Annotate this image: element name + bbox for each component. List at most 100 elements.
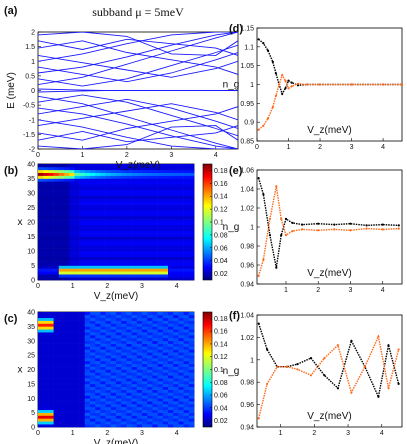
heatmap-cell (136, 251, 143, 255)
heatmap-cell (58, 230, 65, 234)
heatmap-cell (90, 406, 96, 411)
heatmap-cell (69, 251, 75, 255)
heatmap-cell (69, 337, 75, 342)
heatmap-cell (90, 335, 96, 339)
heatmap-cell (173, 239, 179, 243)
heatmap-cell (79, 386, 86, 390)
heatmap-cell (183, 253, 190, 258)
heatmap-cell (116, 386, 122, 390)
heatmap-cell (126, 233, 132, 237)
heatmap-cell (188, 415, 195, 419)
heatmap-cell (142, 392, 148, 396)
heatmap-cell (173, 375, 179, 379)
heatmap-cell (131, 332, 138, 336)
heatmap-cell (183, 195, 190, 200)
heatmap-cell (38, 395, 44, 399)
heatmap-cell (53, 352, 60, 356)
heatmap-cell (147, 332, 153, 336)
heatmap-cell (105, 236, 112, 240)
heatmap-cell (168, 406, 174, 411)
y-tick-label-a: -2 (29, 147, 35, 154)
heatmap-cell (173, 398, 179, 402)
heatmap-cell (90, 268, 96, 272)
heatmap-cell (95, 375, 101, 379)
heatmap-cell (53, 222, 60, 226)
series-point-orange (257, 128, 260, 131)
heatmap-cell (74, 418, 80, 422)
heatmap-cell (183, 187, 190, 191)
heatmap-cell (58, 210, 65, 214)
heatmap-cell (188, 340, 195, 344)
heatmap-cell (162, 239, 169, 243)
heatmap-cell (58, 369, 65, 373)
series-point-black (333, 223, 336, 226)
series-point-black (257, 38, 260, 41)
heatmap-cell (105, 277, 112, 281)
heatmap-cell (121, 242, 127, 246)
heatmap-cell (162, 251, 169, 255)
heatmap-cell (126, 335, 132, 339)
heatmap-cell (43, 190, 49, 194)
heatmap-cell (110, 395, 117, 399)
heatmap-cell (100, 355, 106, 359)
band-curve (38, 125, 238, 149)
heatmap-cell (162, 172, 169, 176)
heatmap-cell (136, 190, 143, 194)
heatmap-cell (38, 366, 44, 370)
heatmap-cell (126, 227, 132, 231)
heatmap-cell (183, 277, 190, 281)
heatmap-cell (84, 424, 91, 428)
heatmap-cell (168, 210, 174, 214)
heatmap-cell (69, 274, 75, 278)
heatmap-cell (183, 239, 190, 243)
heatmap-cell (168, 190, 174, 194)
heatmap-cell (188, 389, 195, 393)
heatmap-cell (84, 195, 91, 200)
heatmap-cell (110, 317, 117, 321)
heatmap-cell (147, 418, 153, 422)
heatmap-cell (178, 248, 184, 252)
heatmap-cell (162, 169, 169, 173)
heatmap-cell (142, 207, 148, 211)
heatmap-cell (157, 346, 164, 350)
series-point-black (365, 224, 368, 227)
heatmap-cell (74, 415, 80, 419)
heatmap-cell (152, 363, 158, 367)
heatmap-cell (178, 184, 184, 188)
heatmap-cell (95, 358, 101, 362)
heatmap-cell (142, 326, 148, 330)
heatmap-cell (64, 392, 70, 396)
heatmap-cell (178, 358, 184, 362)
series-point-orange (323, 357, 326, 360)
series-point-black (284, 87, 287, 90)
heatmap-cell (131, 210, 138, 214)
heatmap-cell (178, 245, 184, 249)
heatmap-cell (84, 181, 91, 185)
heatmap-cell (136, 389, 143, 393)
heatmap-cell (162, 190, 169, 194)
heatmap-cell (131, 398, 138, 402)
heatmap-cell (105, 401, 112, 405)
heatmap-cell (58, 349, 65, 353)
heatmap-cell (64, 256, 70, 260)
heatmap-cell (126, 256, 132, 260)
x-tick-label-d: 4 (381, 144, 385, 151)
heatmap-cell (178, 320, 184, 324)
heatmap-cell (38, 195, 44, 200)
heatmap-cell (69, 216, 75, 220)
heatmap-cell (152, 323, 158, 327)
heatmap-cell (168, 262, 174, 266)
heatmap-cell (178, 169, 184, 173)
heatmap-cell (90, 323, 96, 327)
heatmap-cell (173, 372, 179, 376)
heatmap-cell (69, 210, 75, 214)
heatmap-cell (74, 265, 80, 269)
heatmap-cell (105, 164, 112, 168)
heatmap-cell (178, 398, 184, 402)
heatmap-cell (110, 323, 117, 327)
plot-frame-e (256, 169, 403, 285)
heatmap-cell (157, 424, 164, 428)
heatmap-cell (121, 326, 127, 330)
heatmap-cell (188, 256, 195, 260)
heatmap-cell (79, 381, 86, 385)
